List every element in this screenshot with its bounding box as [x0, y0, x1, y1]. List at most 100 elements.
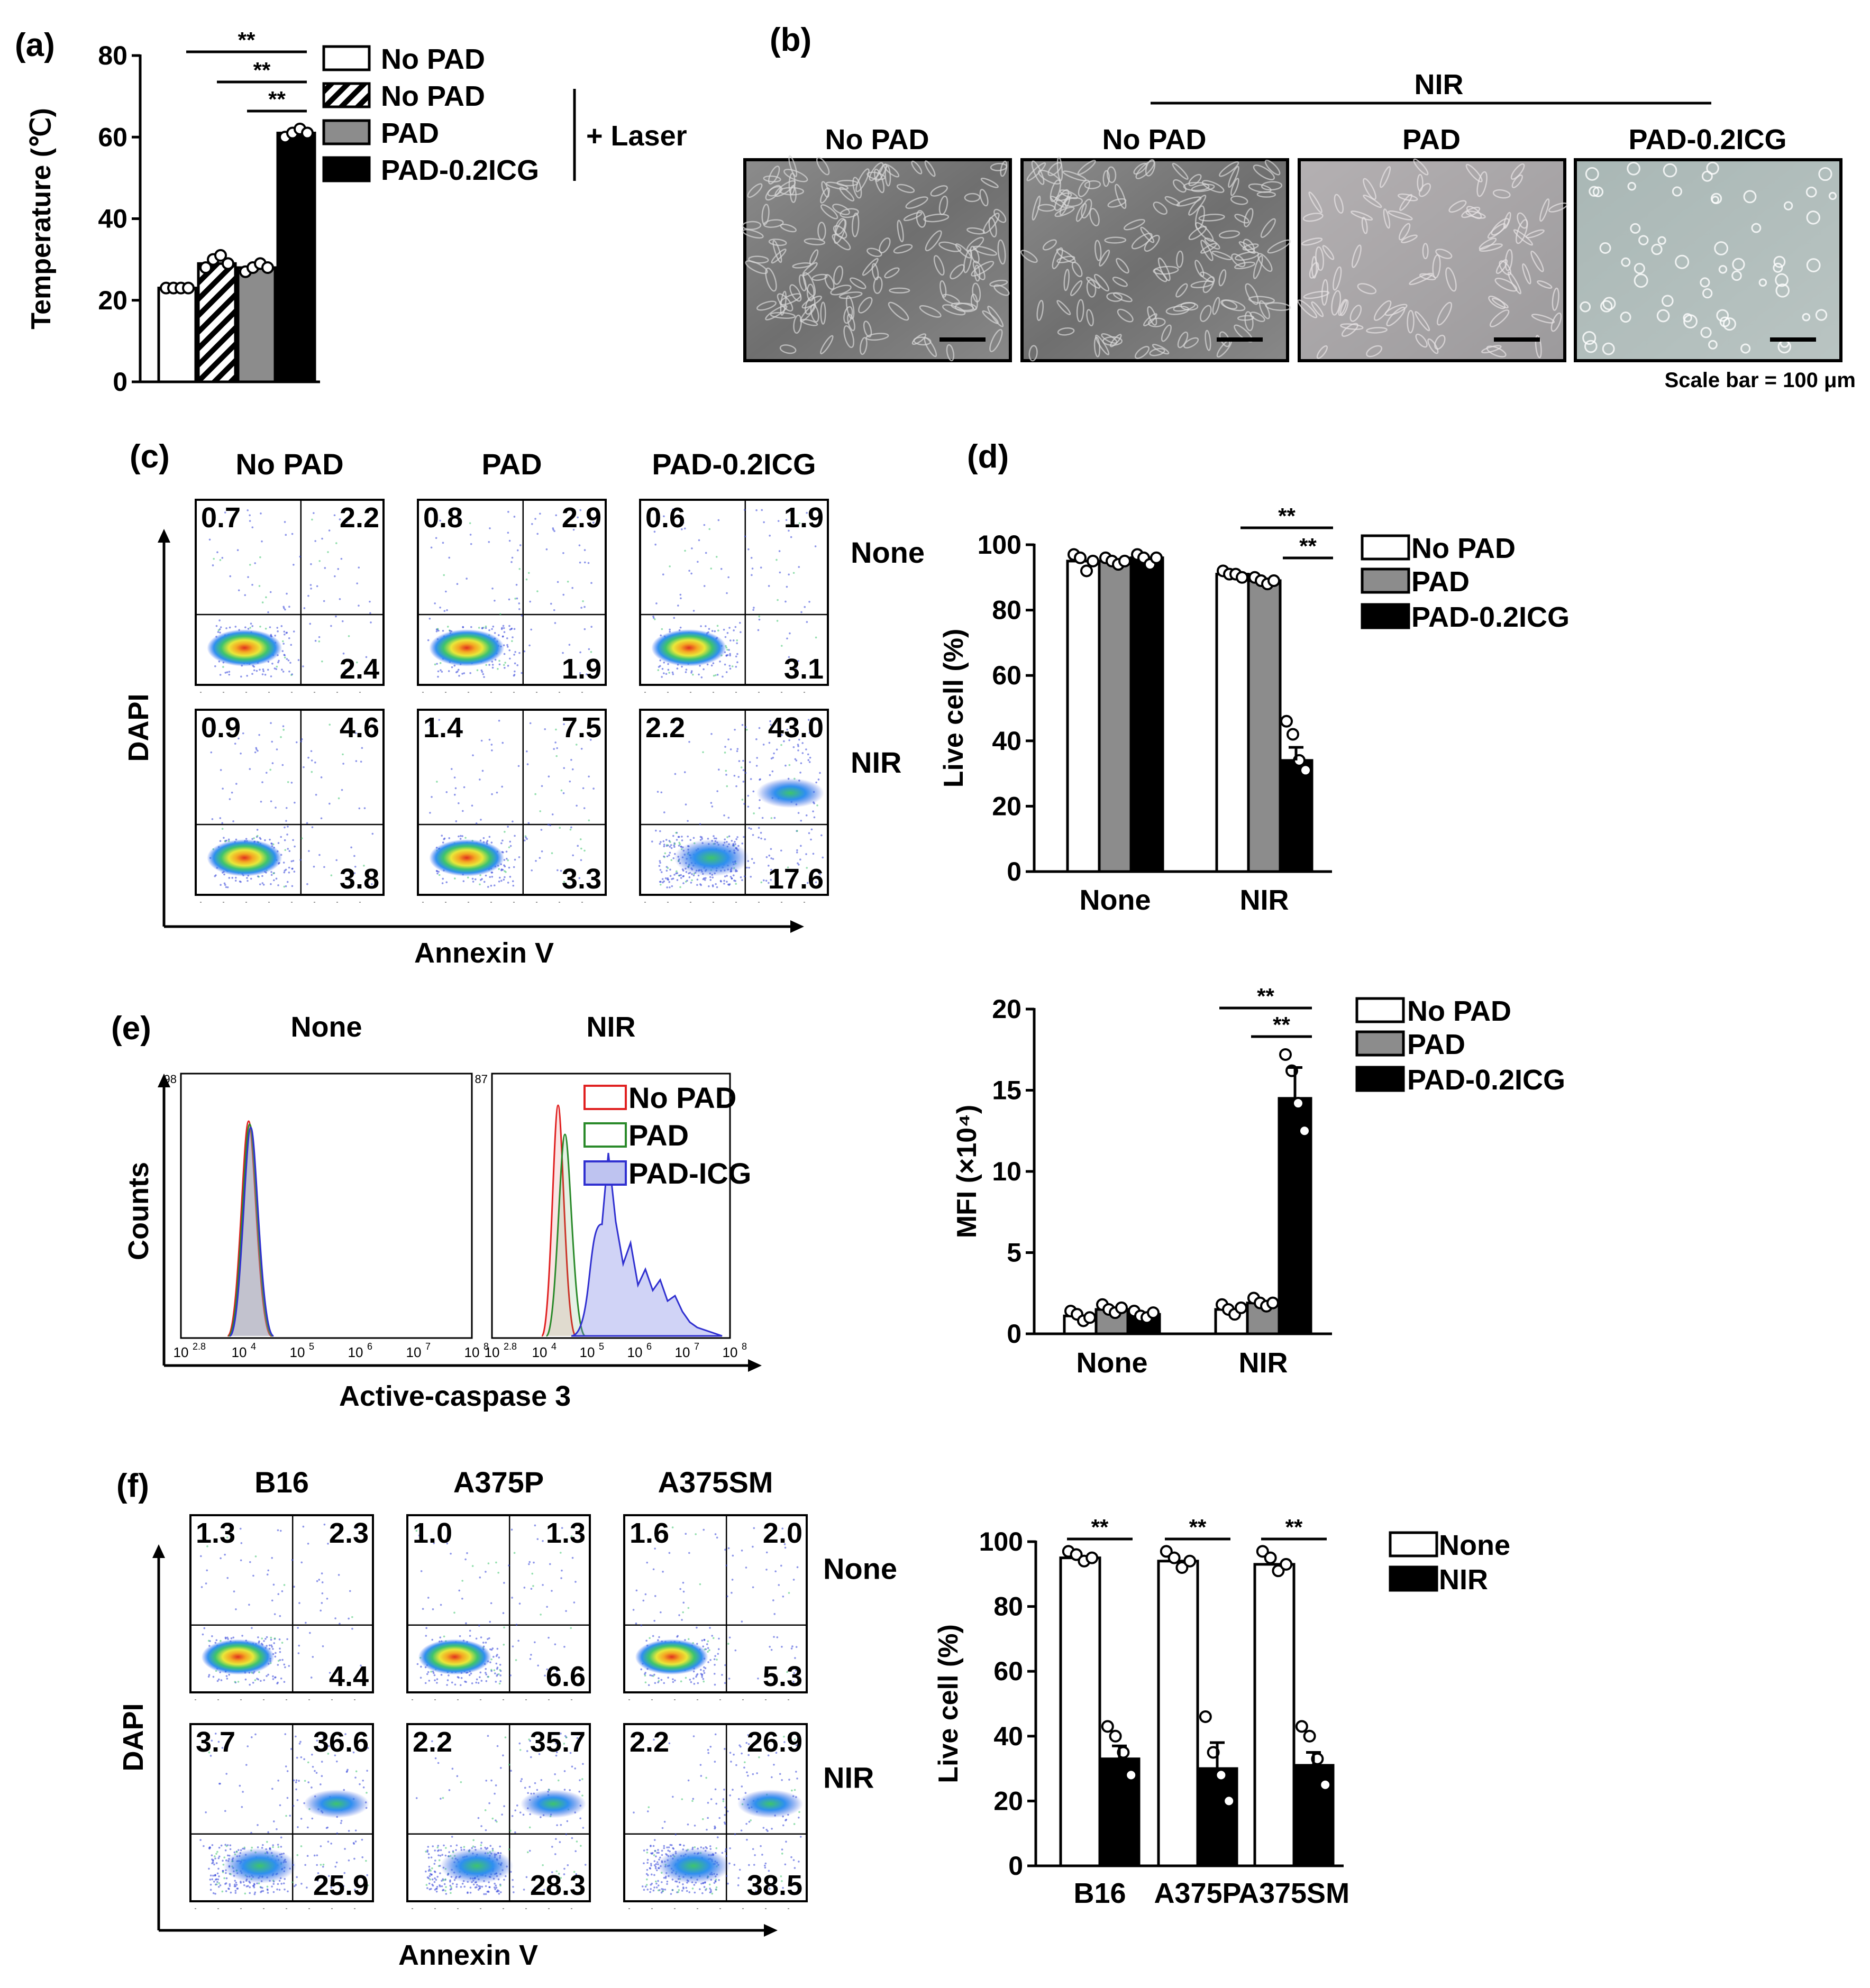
- flow-event-dot: [251, 625, 254, 627]
- flow-event-dot: [650, 1863, 652, 1865]
- flow-event-dot: [663, 855, 665, 858]
- flow-event-dot: [671, 671, 674, 674]
- flow-event-dot: [655, 1863, 658, 1865]
- flow-event-dot: [576, 1840, 578, 1843]
- flow-event-dot: [329, 723, 331, 726]
- flow-event-dot: [679, 1844, 682, 1846]
- flow-event-dot: [277, 1529, 279, 1532]
- flow-event-dot: [737, 776, 740, 778]
- flow-event-dot: [485, 664, 487, 666]
- flow-event-dot: [792, 1579, 795, 1581]
- flow-event-dot: [736, 836, 738, 838]
- flow-event-dot: [355, 661, 358, 664]
- flow-event-dot: [822, 856, 824, 859]
- flow-event-dot: [354, 1776, 357, 1779]
- flow-event-dot: [214, 1855, 216, 1857]
- flow-event-dot: [582, 787, 585, 790]
- flow-event-dot: [463, 1846, 466, 1848]
- flow-event-dot: [747, 1734, 750, 1736]
- flow-event-dot: [489, 876, 491, 878]
- flow-event-dot: [651, 840, 653, 843]
- flow-event-dot: [702, 1645, 705, 1647]
- flow-event-dot: [680, 1680, 682, 1683]
- flow-event-dot: [293, 630, 295, 633]
- flow-event-dot: [680, 597, 682, 600]
- flow-event-dot: [671, 1526, 674, 1528]
- flow-event-dot: [218, 1882, 221, 1884]
- flow-event-dot: [469, 1886, 472, 1889]
- flow-event-dot: [667, 1676, 669, 1679]
- flow-event-dot: [510, 1528, 513, 1531]
- flow-event-dot: [525, 836, 527, 839]
- flow-event-dot: [472, 1845, 475, 1848]
- flow-event-dot: [536, 590, 539, 592]
- flow-event-dot: [711, 630, 714, 632]
- flow-event-dot: [472, 1839, 475, 1842]
- flow-event-dot: [430, 1671, 432, 1673]
- flow-event-dot: [521, 615, 523, 617]
- flow-event-dot: [592, 521, 595, 524]
- flow-event-dot: [532, 1585, 534, 1587]
- flow-event-dot: [275, 877, 278, 880]
- flow-event-dot: [758, 1756, 760, 1758]
- flow-event-dot: [269, 626, 271, 628]
- flow-event-dot: [354, 732, 357, 734]
- flow-event-dot: [211, 818, 214, 820]
- micrograph-cell: [1086, 277, 1101, 289]
- flow-event-dot: [286, 881, 289, 883]
- flow-f-y-axis-title: DAPI: [117, 1703, 149, 1771]
- flow-f-quadrant-value: 28.3: [530, 1870, 586, 1901]
- flow-event-dot: [707, 1802, 709, 1804]
- panel-b-image-label: No PAD: [1102, 124, 1207, 155]
- flow-event-dot: [687, 1823, 689, 1826]
- flow-event-dot: [491, 1647, 494, 1650]
- flow-event-dot: [511, 640, 513, 643]
- flow-event-dot: [438, 719, 441, 721]
- chart-f-sig: **: [1091, 1515, 1109, 1540]
- flow-event-dot: [300, 837, 303, 839]
- flow-event-dot: [436, 1875, 439, 1878]
- flow-event-dot: [669, 875, 672, 877]
- flow-event-dot: [446, 1684, 448, 1686]
- flow-event-dot: [254, 1679, 257, 1681]
- micrograph-cell: [1522, 263, 1531, 285]
- micrograph-cell: [1651, 243, 1663, 255]
- chart-d-legend-label: No PAD: [1411, 533, 1516, 564]
- flow-event-dot: [366, 1874, 369, 1876]
- flow-event-dot: [504, 662, 506, 664]
- micrograph-cell: [1020, 250, 1038, 263]
- flow-event-dot: [793, 1672, 795, 1674]
- micrograph-cell: [871, 263, 879, 280]
- flow-event-dot: [493, 1669, 496, 1671]
- flow-event-dot: [431, 1883, 433, 1886]
- flow-event-dot: [219, 1884, 222, 1886]
- flow-event-dot: [783, 740, 785, 743]
- flow-event-dot: [445, 1893, 448, 1895]
- micrograph-cell: [974, 264, 981, 282]
- flow-event-dot: [779, 571, 781, 574]
- flow-event-dot: [313, 512, 315, 514]
- flow-event-dot: [664, 852, 667, 855]
- micrograph-cell: [1059, 196, 1071, 216]
- flow-event-dot: [485, 1680, 488, 1682]
- flow-event-dot: [307, 756, 309, 759]
- flow-event-dot: [564, 1735, 567, 1737]
- micrograph-cell: [884, 267, 900, 279]
- flow-event-dot: [657, 1880, 659, 1882]
- flow-event-dot: [234, 743, 236, 745]
- flow-event-dot: [724, 1549, 726, 1551]
- flow-event-dot: [253, 837, 255, 839]
- flow-event-dot: [262, 884, 265, 886]
- flow-c-quadrant-value: 0.9: [201, 712, 241, 744]
- flow-f-quadrant-value: 1.6: [630, 1517, 669, 1549]
- flow-event-dot: [666, 855, 669, 858]
- flow-event-dot: [300, 740, 303, 743]
- micrograph-cell: [1322, 245, 1335, 260]
- flow-event-dot: [476, 669, 479, 672]
- chart-f-point: [1272, 1564, 1285, 1578]
- flow-event-dot: [741, 724, 744, 726]
- flow-event-dot: [418, 1534, 421, 1537]
- flow-event-dot: [773, 752, 775, 755]
- flow-event-dot: [426, 1876, 429, 1879]
- flow-event-dot: [453, 776, 456, 778]
